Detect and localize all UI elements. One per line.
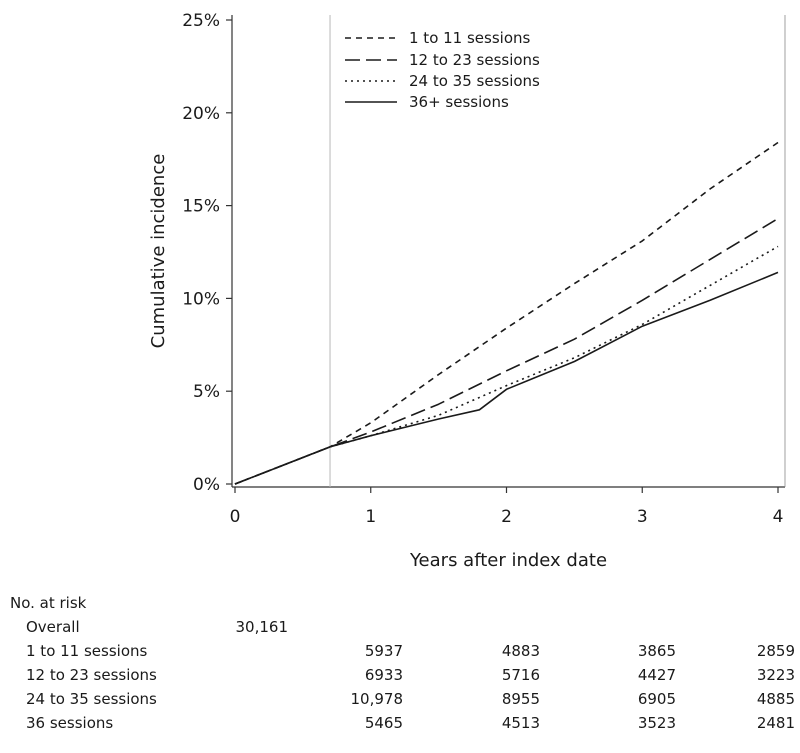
y-tick-label: 25% — [182, 11, 220, 31]
cumulative-incidence-chart: 0 1 2 3 4 0% 5% 10% 15% 20% 25% Years after index… — [148, 11, 786, 571]
x-axis: 0 1 2 3 4 — [230, 487, 784, 527]
x-tick-label: 1 — [365, 507, 376, 527]
series-line-4 — [234, 271, 779, 485]
risk-row-label: 24 to 35 sessions — [26, 690, 157, 708]
y-tick-label: 5% — [193, 382, 220, 402]
legend-label-3: 24 to 35 sessions — [409, 72, 540, 90]
risk-cell: 10,978 — [350, 690, 404, 708]
y-tick-label: 20% — [182, 104, 220, 124]
x-tick-label: 0 — [230, 507, 241, 527]
risk-table-title: No. at risk — [10, 594, 87, 612]
risk-cell: 3523 — [637, 714, 676, 732]
risk-row-label: 36 sessions — [26, 714, 114, 732]
risk-cell: 6933 — [364, 666, 403, 684]
y-axis: 0% 5% 10% 15% 20% 25% — [182, 11, 232, 495]
x-axis-title: Years after index date — [409, 550, 607, 571]
y-tick-label: 15% — [182, 197, 220, 217]
risk-row-label: 1 to 11 sessions — [26, 642, 148, 660]
risk-cell: 8955 — [501, 690, 540, 708]
series-line-2 — [234, 217, 779, 485]
y-tick-label: 0% — [193, 475, 220, 495]
legend-label-1: 1 to 11 sessions — [409, 29, 531, 47]
series-layer — [234, 141, 779, 485]
plot-frame — [231, 15, 786, 488]
risk-row: 24 to 35 sessions 10,978 8955 6905 4885 — [0, 690, 800, 714]
legend: 1 to 11 sessions 12 to 23 sessions 24 to 3… — [345, 29, 540, 111]
series-line-1 — [234, 141, 779, 485]
risk-row-label: Overall — [26, 618, 80, 636]
x-tick-label: 3 — [637, 507, 648, 527]
risk-cell: 3223 — [756, 666, 795, 684]
risk-cell: 4883 — [501, 642, 540, 660]
risk-cell: 4427 — [637, 666, 676, 684]
risk-cell: 4885 — [756, 690, 795, 708]
y-tick-label: 10% — [182, 289, 220, 309]
risk-row: Overall 30,161 — [0, 618, 800, 642]
risk-cell: 5716 — [501, 666, 540, 684]
risk-cell: 30,161 — [235, 618, 289, 636]
risk-cell: 5465 — [364, 714, 403, 732]
risk-cell: 6905 — [637, 690, 676, 708]
risk-row: 12 to 23 sessions 6933 5716 4427 3223 — [0, 666, 800, 690]
risk-row-label: 12 to 23 sessions — [26, 666, 157, 684]
risk-row: 1 to 11 sessions 5937 4883 3865 2859 — [0, 642, 800, 666]
risk-cell: 5937 — [364, 642, 403, 660]
legend-label-2: 12 to 23 sessions — [409, 51, 540, 69]
risk-cell: 2859 — [756, 642, 795, 660]
risk-cell: 4513 — [501, 714, 540, 732]
y-axis-title: Cumulative incidence — [148, 154, 169, 349]
risk-cell: 2481 — [756, 714, 795, 732]
x-tick-label: 4 — [773, 507, 784, 527]
risk-cell: 3865 — [637, 642, 676, 660]
risk-row: 36 sessions 5465 4513 3523 2481 — [0, 714, 800, 738]
series-line-3 — [234, 245, 779, 485]
legend-label-4: 36+ sessions — [409, 93, 509, 111]
x-tick-label: 2 — [501, 507, 512, 527]
